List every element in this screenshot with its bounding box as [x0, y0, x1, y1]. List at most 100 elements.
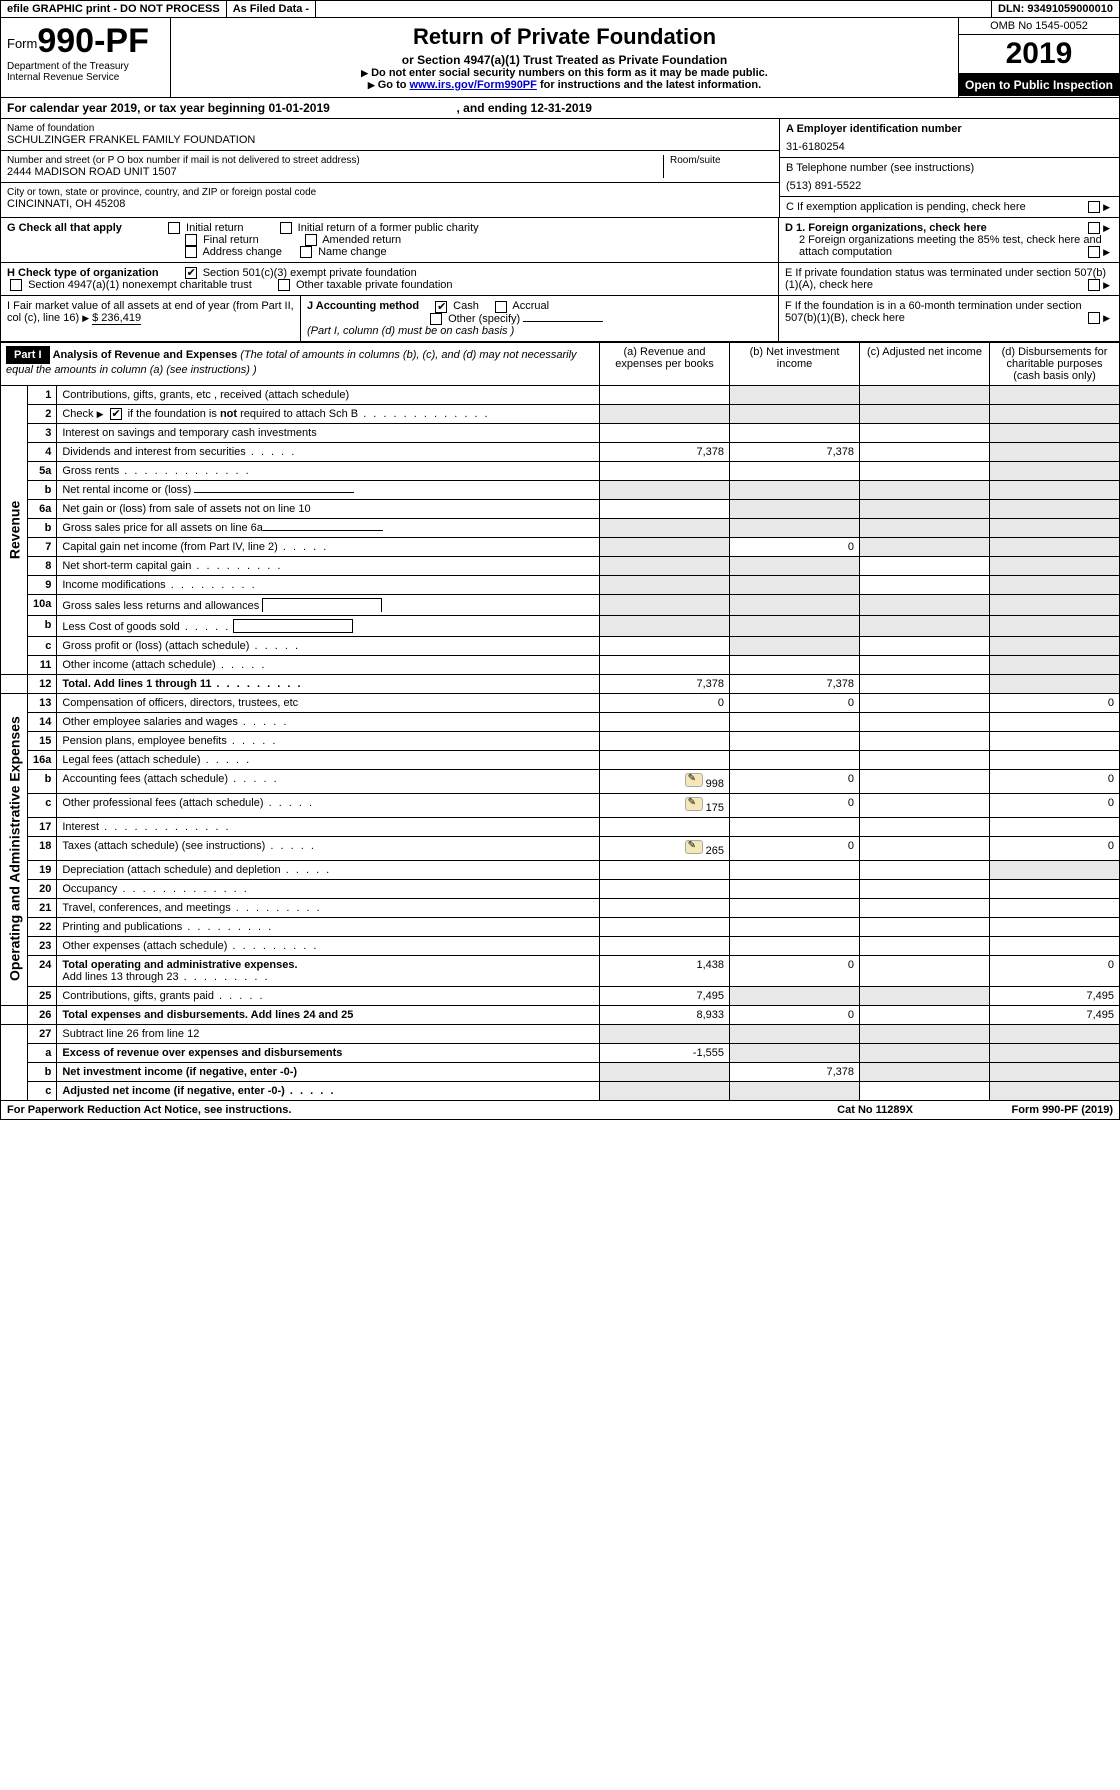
spacer	[316, 1, 992, 17]
row-10a: 10aGross sales less returns and allowanc…	[1, 594, 1120, 615]
name-cell: Name of foundation SCHULZINGER FRANKEL F…	[1, 119, 779, 151]
city-value: CINCINNATI, OH 45208	[7, 198, 773, 210]
row-20: 20Occupancy	[1, 879, 1120, 898]
form-number: Form990-PF	[7, 22, 164, 61]
cb-final[interactable]	[185, 234, 197, 246]
cb-initial[interactable]	[168, 222, 180, 234]
cb-other-taxable[interactable]	[278, 279, 290, 291]
row-25: 25Contributions, gifts, grants paid7,495…	[1, 986, 1120, 1005]
row-27b: bNet investment income (if negative, ent…	[1, 1062, 1120, 1081]
attach-icon[interactable]	[685, 840, 703, 854]
entity-left: Name of foundation SCHULZINGER FRANKEL F…	[1, 119, 779, 217]
row-21: 21Travel, conferences, and meetings	[1, 898, 1120, 917]
cb-501c3[interactable]	[185, 267, 197, 279]
form-title: Return of Private Foundation	[183, 24, 946, 50]
row-6b: bGross sales price for all assets on lin…	[1, 518, 1120, 537]
form-id-box: Form990-PF Department of the Treasury In…	[1, 18, 171, 97]
cb-accrual[interactable]	[495, 301, 507, 313]
row-11: 11Other income (attach schedule)	[1, 655, 1120, 674]
part1-table: Part I Analysis of Revenue and Expenses …	[0, 342, 1120, 1101]
col-a-hdr: (a) Revenue and expenses per books	[600, 342, 730, 385]
row-23: 23Other expenses (attach schedule)	[1, 936, 1120, 955]
f-section: F If the foundation is in a 60-month ter…	[779, 296, 1119, 340]
year-box: OMB No 1545-0052 2019 Open to Public Ins…	[959, 18, 1119, 97]
expenses-label: Operating and Administrative Expenses	[1, 693, 28, 1005]
row-6a: 6aNet gain or (loss) from sale of assets…	[1, 499, 1120, 518]
checkbox-c[interactable]	[1088, 201, 1100, 213]
row-1: Revenue 1Contributions, gifts, grants, e…	[1, 385, 1120, 404]
note2: Go to www.irs.gov/Form990PF for instruct…	[183, 79, 946, 91]
part1-badge: Part I	[6, 346, 50, 364]
cb-4947[interactable]	[10, 279, 22, 291]
d-section: D 1. Foreign organizations, check here 2…	[779, 218, 1119, 262]
section-g-d: G Check all that apply Initial return In…	[0, 218, 1120, 263]
room-label: Room/suite	[670, 155, 773, 166]
row-27: 27Subtract line 26 from line 12	[1, 1024, 1120, 1043]
row-24: 24Total operating and administrative exp…	[1, 955, 1120, 986]
phone-value: (513) 891-5522	[786, 180, 1113, 192]
j-section: J Accounting method Cash Accrual Other (…	[301, 296, 779, 340]
row-13: Operating and Administrative Expenses 13…	[1, 693, 1120, 712]
dept-text: Department of the Treasury	[7, 61, 164, 72]
i-value: $ 236,419	[92, 312, 141, 325]
irs-text: Internal Revenue Service	[7, 72, 164, 83]
cb-schb[interactable]	[110, 408, 122, 420]
attach-icon[interactable]	[685, 797, 703, 811]
j-note: (Part I, column (d) must be on cash basi…	[307, 325, 514, 337]
row-9: 9Income modifications	[1, 575, 1120, 594]
entity-grid: Name of foundation SCHULZINGER FRANKEL F…	[0, 119, 1120, 218]
row-4: 4Dividends and interest from securities7…	[1, 442, 1120, 461]
footer-right: Form 990-PF (2019)	[919, 1101, 1119, 1119]
row-2: 2 Check if the foundation is not require…	[1, 404, 1120, 423]
foundation-name: SCHULZINGER FRANKEL FAMILY FOUNDATION	[7, 134, 773, 146]
section-ij-f: I Fair market value of all assets at end…	[0, 296, 1120, 341]
row-10b: bLess Cost of goods sold	[1, 615, 1120, 636]
ein-value: 31-6180254	[786, 141, 1113, 153]
city-cell: City or town, state or province, country…	[1, 183, 779, 214]
entity-right: A Employer identification number 31-6180…	[779, 119, 1119, 217]
attach-icon[interactable]	[685, 773, 703, 787]
row-27a: aExcess of revenue over expenses and dis…	[1, 1043, 1120, 1062]
cb-amended[interactable]	[305, 234, 317, 246]
row-14: 14Other employee salaries and wages	[1, 712, 1120, 731]
addr-label: Number and street (or P O box number if …	[7, 155, 663, 166]
footer-left: For Paperwork Reduction Act Notice, see …	[1, 1101, 831, 1119]
col-d-hdr: (d) Disbursements for charitable purpose…	[990, 342, 1120, 385]
cb-e[interactable]	[1088, 279, 1100, 291]
cb-d1[interactable]	[1088, 222, 1100, 234]
row-10c: cGross profit or (loss) (attach schedule…	[1, 636, 1120, 655]
phone-cell: B Telephone number (see instructions) (5…	[780, 158, 1119, 197]
d1-label: D 1. Foreign organizations, check here	[785, 222, 987, 234]
row-16c: cOther professional fees (attach schedul…	[1, 793, 1120, 817]
cb-f[interactable]	[1088, 312, 1100, 324]
cb-initial-former[interactable]	[280, 222, 292, 234]
row-3: 3Interest on savings and temporary cash …	[1, 423, 1120, 442]
e-label: E If private foundation status was termi…	[785, 267, 1106, 291]
part1-header-row: Part I Analysis of Revenue and Expenses …	[1, 342, 1120, 385]
ein-label: A Employer identification number	[786, 123, 1113, 135]
footer: For Paperwork Reduction Act Notice, see …	[0, 1101, 1120, 1120]
h-section: H Check type of organization Section 501…	[1, 263, 779, 295]
row-5a: 5aGross rents	[1, 461, 1120, 480]
footer-mid: Cat No 11289X	[831, 1101, 919, 1119]
row-27c: cAdjusted net income (if negative, enter…	[1, 1081, 1120, 1100]
row-19: 19Depreciation (attach schedule) and dep…	[1, 860, 1120, 879]
inspect-badge: Open to Public Inspection	[959, 74, 1119, 96]
row-8: 8Net short-term capital gain	[1, 556, 1120, 575]
row-15: 15Pension plans, employee benefits	[1, 731, 1120, 750]
i-label: I Fair market value of all assets at end…	[7, 300, 294, 324]
cb-other-method[interactable]	[430, 313, 442, 325]
cb-d2[interactable]	[1088, 246, 1100, 258]
ein-cell: A Employer identification number 31-6180…	[780, 119, 1119, 158]
title-box: Return of Private Foundation or Section …	[171, 18, 959, 97]
row-16b: bAccounting fees (attach schedule) 99800	[1, 769, 1120, 793]
asfiled-text: As Filed Data -	[227, 1, 316, 17]
cb-addr-change[interactable]	[185, 246, 197, 258]
cb-cash[interactable]	[435, 301, 447, 313]
irs-link[interactable]: www.irs.gov/Form990PF	[410, 79, 537, 91]
cb-name-change[interactable]	[300, 246, 312, 258]
g-section: G Check all that apply Initial return In…	[1, 218, 779, 262]
cal-end: , and ending 12-31-2019	[457, 101, 592, 115]
exemption-label: C If exemption application is pending, c…	[786, 201, 1026, 213]
part1-title: Analysis of Revenue and Expenses	[53, 349, 238, 361]
